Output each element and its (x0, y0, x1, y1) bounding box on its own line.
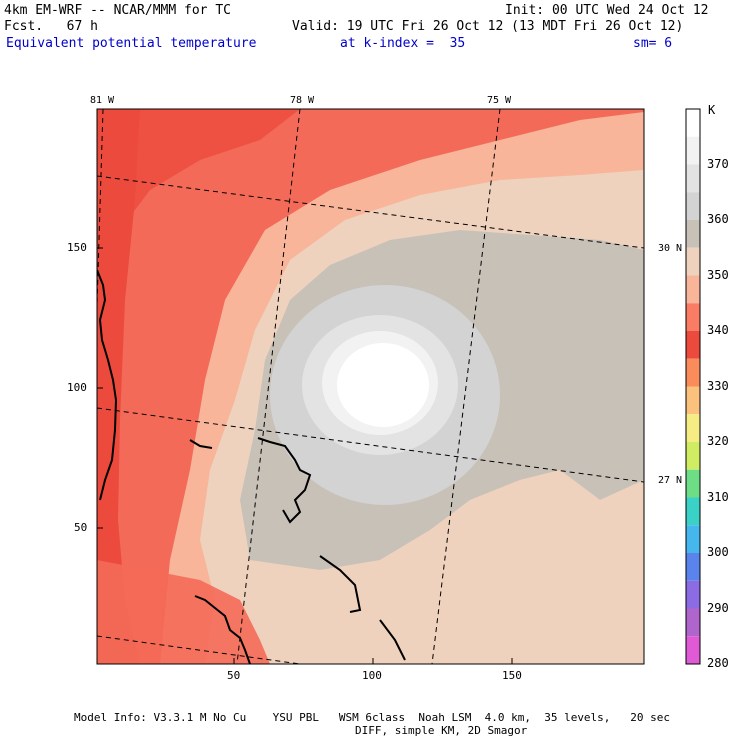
parallel-27n (97, 407, 644, 483)
colorbar-label: 330 (707, 378, 729, 393)
coastlines (97, 269, 406, 664)
valid-time: Valid: 19 UTC Fri 26 Oct 12 (13 MDT Fri … (292, 19, 684, 34)
colorbar-swatch (686, 109, 700, 137)
colorbar-swatch (686, 192, 700, 220)
meridian-78w (236, 109, 301, 664)
colorbar-swatch (686, 497, 700, 526)
lon-label-81w: 81 W (90, 95, 115, 106)
colorbar-label: 310 (707, 489, 729, 504)
colorbar-swatch (686, 636, 700, 664)
colorbar-unit: K (708, 103, 716, 117)
smoothing-label: sm= 6 (633, 36, 673, 51)
colorbar-swatch (686, 414, 700, 442)
colorbar-label: 320 (707, 434, 729, 448)
grand-bahama (189, 439, 213, 449)
colorbar-swatch (686, 275, 700, 304)
florida-coast (97, 269, 118, 501)
colorbar-swatch (686, 469, 700, 498)
model-title: 4km EM-WRF -- NCAR/MMM for TC (4, 3, 231, 18)
init-time: Init: 00 UTC Wed 24 Oct 12 (505, 3, 709, 18)
colorbar-label: 350 (707, 267, 729, 282)
colorbar-label: 290 (707, 600, 729, 615)
x-tick-100: 100 (362, 669, 382, 682)
colorbar-label: 300 (707, 545, 729, 559)
colorbar-swatch (686, 136, 700, 165)
colorbar-swatch (686, 247, 700, 276)
colorbar-swatch (686, 331, 700, 359)
meridian-75w (431, 109, 501, 664)
colorbar-swatch (686, 525, 700, 553)
lat-label-27n: 27 N (658, 475, 683, 486)
colorbar-label: 370 (707, 156, 729, 171)
x-tick-50: 50 (227, 669, 241, 682)
colorbar-label: 360 (707, 212, 729, 226)
colorbar-label: 340 (707, 323, 729, 337)
y-tick-150: 150 (67, 241, 87, 254)
colorbar-swatch (686, 358, 700, 387)
colorbar-swatch (686, 386, 700, 415)
parallel-30n (97, 175, 644, 249)
colorbar-swatch (686, 303, 700, 331)
level-label: at k-index = 35 (340, 36, 466, 51)
shaded-field (97, 109, 644, 664)
colorbar (685, 108, 701, 665)
y-tick-50: 50 (74, 521, 88, 534)
forecast-hour: Fcst. 67 h (4, 19, 98, 34)
colorbar-swatch (686, 442, 700, 470)
model-info: Model Info: V3.3.1 M No Cu YSU PBL WSM 6… (74, 711, 671, 724)
latlon-grid (97, 109, 644, 664)
field-375-region (337, 343, 429, 427)
field-345-region (97, 109, 140, 664)
x-tick-150: 150 (502, 669, 522, 682)
colorbar-swatch (686, 580, 700, 609)
lon-label-75w: 75 W (487, 95, 512, 106)
colorbar-frame (685, 108, 701, 665)
y-tick-100: 100 (67, 381, 87, 394)
eleuthera-island (319, 555, 362, 613)
axis-ticks (97, 247, 513, 664)
colorbar-swatch (686, 608, 700, 637)
model-physics: DIFF, simple KM, 2D Smagor (355, 724, 528, 737)
lat-label-30n: 30 N (658, 243, 683, 254)
cat-island (379, 619, 406, 661)
field-name: Equivalent potential temperature (6, 36, 257, 51)
abaco-island (257, 437, 312, 524)
andros-island (194, 595, 251, 664)
lon-label-78w: 78 W (290, 95, 315, 106)
meridian-81w (97, 109, 104, 322)
parallel-24n (97, 635, 301, 664)
colorbar-swatch (686, 553, 700, 581)
plot-frame (96, 108, 645, 665)
colorbar-swatch (686, 220, 700, 248)
colorbar-label: 280 (707, 656, 729, 670)
colorbar-swatch (686, 164, 700, 193)
